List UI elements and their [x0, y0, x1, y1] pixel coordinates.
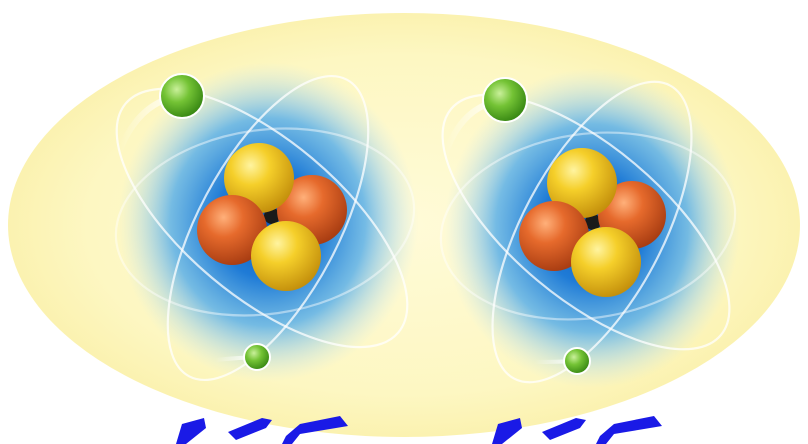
- orbit-ring: [166, 74, 370, 382]
- nucleus-core: [585, 214, 601, 230]
- proton: [251, 221, 321, 291]
- electron: [563, 347, 591, 375]
- cropped-caption-strokes: [176, 416, 662, 444]
- atom-left: [114, 62, 418, 382]
- orbit-ring: [441, 93, 731, 351]
- orbit-ring: [439, 131, 737, 321]
- orbit-ring: [114, 127, 416, 317]
- electron: [482, 77, 528, 123]
- atom-right: [439, 68, 740, 388]
- electron: [243, 343, 271, 371]
- orbit-ring: [115, 87, 409, 349]
- nucleus-core: [264, 208, 280, 224]
- proton: [571, 227, 641, 297]
- proton: [224, 143, 294, 213]
- neutron: [519, 201, 589, 271]
- electron: [159, 73, 205, 119]
- orbit-ring: [491, 80, 693, 384]
- proton: [547, 148, 617, 218]
- neutron: [197, 195, 267, 265]
